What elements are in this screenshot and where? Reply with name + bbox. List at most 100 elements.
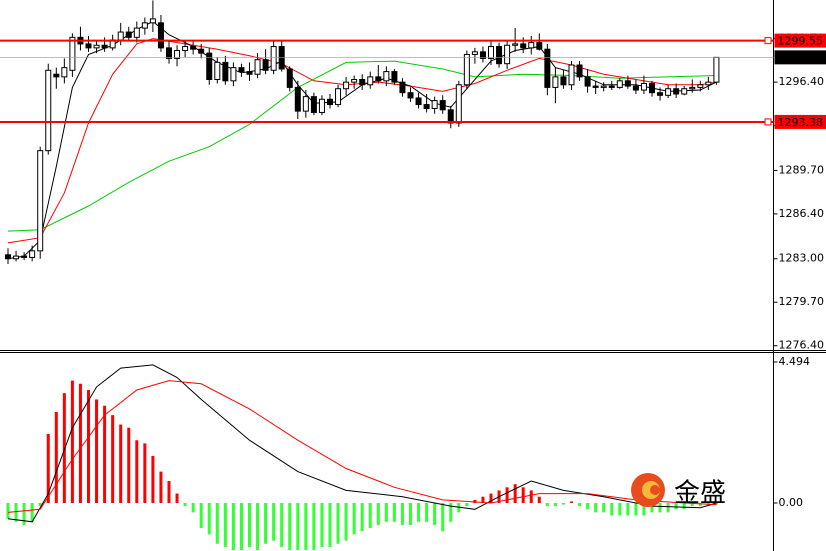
histogram-bar bbox=[529, 490, 533, 503]
level-label-box bbox=[774, 33, 826, 48]
histogram-bar bbox=[521, 487, 525, 503]
candle-body bbox=[697, 84, 704, 88]
candle-body bbox=[512, 43, 519, 46]
histogram-bar bbox=[336, 502, 340, 544]
histogram-bar bbox=[441, 502, 445, 532]
candle-body bbox=[238, 67, 245, 73]
histogram-bar bbox=[714, 502, 718, 505]
candle-body bbox=[391, 71, 398, 83]
histogram-bar bbox=[6, 502, 10, 519]
last-price-label: 1298.28 bbox=[778, 51, 824, 64]
candle-body bbox=[45, 69, 52, 152]
candle-body bbox=[584, 76, 591, 87]
candle-body bbox=[174, 50, 181, 59]
y-tick-label: 1276.40 bbox=[779, 339, 825, 352]
candle-body bbox=[439, 100, 446, 111]
histogram-bar bbox=[256, 502, 260, 551]
candle-body bbox=[246, 71, 253, 75]
histogram-bar bbox=[159, 471, 163, 503]
candle-body bbox=[93, 44, 100, 49]
candle-body bbox=[399, 81, 406, 94]
histogram-bar bbox=[457, 502, 461, 513]
histogram-bar bbox=[698, 502, 702, 507]
candle-body bbox=[616, 80, 623, 88]
histogram-bar bbox=[223, 502, 227, 547]
candle-body bbox=[383, 71, 390, 82]
logo-dot bbox=[650, 485, 660, 495]
histogram-bar bbox=[231, 502, 235, 551]
candle-body bbox=[415, 97, 422, 106]
y-tick-label: 1279.70 bbox=[779, 295, 825, 308]
candle-body bbox=[576, 64, 583, 78]
level-label: 1293.38 bbox=[778, 116, 824, 129]
histogram-bar bbox=[481, 496, 485, 503]
candle-body bbox=[359, 79, 366, 86]
candle-body bbox=[673, 88, 680, 95]
candle-body bbox=[198, 48, 205, 54]
level-marker bbox=[764, 118, 772, 126]
candle-body bbox=[214, 61, 221, 81]
candle-body bbox=[117, 31, 124, 41]
histogram-bar bbox=[610, 502, 614, 516]
candle-body bbox=[327, 98, 333, 106]
histogram-bar bbox=[22, 502, 26, 525]
histogram-bar bbox=[360, 502, 364, 532]
histogram-bar bbox=[650, 502, 654, 513]
candle-body bbox=[431, 100, 438, 109]
histogram-bar bbox=[409, 502, 412, 525]
last-price-box bbox=[774, 50, 826, 65]
candle-body bbox=[141, 22, 148, 29]
histogram-bar bbox=[62, 393, 66, 503]
histogram-bar bbox=[545, 502, 549, 507]
candle-body bbox=[665, 88, 672, 96]
candle-body bbox=[504, 44, 511, 65]
y-tick-label: 1283.00 bbox=[779, 252, 825, 265]
histogram-bar bbox=[352, 502, 356, 535]
candle-body bbox=[230, 67, 237, 82]
histogram-bar bbox=[70, 380, 74, 503]
candle-body bbox=[157, 22, 164, 49]
histogram-bar bbox=[570, 501, 573, 503]
candle-body bbox=[69, 36, 76, 71]
y-tick-label: 4.494 bbox=[779, 355, 811, 368]
histogram-bar bbox=[368, 502, 372, 529]
histogram-bar bbox=[489, 493, 493, 503]
histogram-bar bbox=[392, 502, 396, 522]
histogram-bar bbox=[553, 502, 557, 507]
candle-body bbox=[21, 255, 28, 258]
candle-body bbox=[335, 88, 342, 106]
histogram-bar bbox=[280, 502, 284, 547]
histogram-bar bbox=[594, 502, 598, 513]
histogram-bar bbox=[87, 390, 90, 503]
histogram-bar bbox=[465, 502, 469, 507]
candle-body bbox=[423, 104, 430, 109]
candle-body bbox=[463, 53, 470, 86]
histogram-bar bbox=[642, 502, 646, 516]
histogram-bar bbox=[167, 481, 171, 503]
histogram-bar bbox=[505, 487, 509, 503]
histogram-bar bbox=[248, 502, 251, 547]
histogram-bar bbox=[634, 502, 638, 516]
candle-body bbox=[649, 82, 655, 94]
candle-body bbox=[560, 76, 567, 86]
candle-body bbox=[632, 85, 639, 91]
candle-body bbox=[544, 48, 551, 88]
candle-body bbox=[13, 255, 20, 260]
histogram-bar bbox=[46, 433, 50, 503]
histogram-bar bbox=[191, 502, 195, 513]
histogram-bar bbox=[103, 405, 107, 503]
histogram-bar bbox=[151, 455, 155, 503]
histogram-bar bbox=[400, 502, 404, 525]
candle-body bbox=[681, 88, 688, 95]
histogram-bar bbox=[376, 502, 380, 525]
histogram-bar bbox=[682, 502, 686, 510]
candle-body bbox=[149, 18, 156, 24]
candle-body bbox=[294, 86, 301, 112]
candle-body bbox=[5, 254, 11, 260]
candle-body bbox=[85, 43, 92, 49]
candle-body bbox=[375, 76, 382, 82]
candle-body bbox=[488, 46, 494, 59]
histogram-bar bbox=[215, 502, 219, 544]
